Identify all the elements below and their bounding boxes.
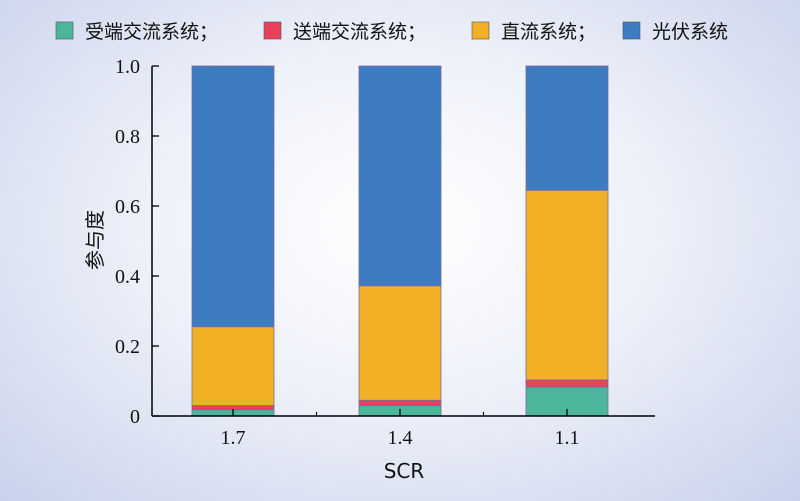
y-tick-label: 0.4 xyxy=(115,266,140,288)
legend-swatch-1 xyxy=(55,21,74,40)
y-tick-label: 1.0 xyxy=(115,56,140,78)
y-tick-label: 0.6 xyxy=(115,196,140,218)
bar-1.1-series-3 xyxy=(525,189,609,381)
y-tick-label: 0.2 xyxy=(115,336,140,358)
bar-1.4-series-2 xyxy=(358,399,442,406)
legend-swatch-3 xyxy=(471,21,490,40)
legend-label-4: 光伏系统 xyxy=(652,21,728,43)
x-tick-label: 1.4 xyxy=(388,427,413,449)
bar-1.1-series-2 xyxy=(525,379,609,388)
x-tick-label: 1.7 xyxy=(221,427,246,449)
legend-swatch-2 xyxy=(263,21,282,40)
bars xyxy=(191,65,609,417)
legend-swatch-4 xyxy=(622,21,641,40)
legend-label-2: 送端交流系统； xyxy=(293,21,426,43)
bar-1.4-series-3 xyxy=(358,285,442,401)
x-axis-title: SCR xyxy=(384,459,425,483)
y-tick-label: 0 xyxy=(130,406,140,428)
legend-label-3: 直流系统； xyxy=(501,21,596,43)
axes: 0 0.2 0.4 0.6 0.8 1.0 1.7 1.4 1.1 xyxy=(115,56,655,449)
bar-1.7-series-4 xyxy=(191,65,275,328)
x-tick-label: 1.1 xyxy=(555,427,580,449)
bar-1.7-series-3 xyxy=(191,326,275,406)
bar-1.1-series-4 xyxy=(525,65,609,191)
legend: 受端交流系统； 送端交流系统； 直流系统； 光伏系统 xyxy=(55,21,728,43)
bar-1.4-series-4 xyxy=(358,65,442,287)
y-tick-label: 0.8 xyxy=(115,126,140,148)
y-axis-title: 参与度 xyxy=(83,210,107,270)
legend-label-1: 受端交流系统； xyxy=(85,21,218,43)
